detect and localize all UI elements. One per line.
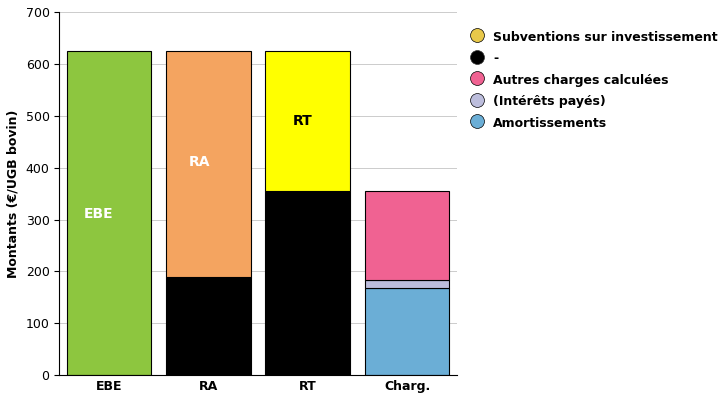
Bar — [265, 191, 350, 375]
Bar — [265, 51, 350, 191]
Y-axis label: Montants (€/UGB bovin): Montants (€/UGB bovin) — [7, 109, 20, 278]
Text: RT: RT — [293, 114, 312, 128]
Bar — [166, 51, 251, 276]
Legend: Subventions sur investissement, -, Autres charges calculées, (Intérêts payés), A: Subventions sur investissement, -, Autre… — [467, 26, 721, 134]
Bar — [67, 51, 151, 375]
Text: EBE: EBE — [84, 207, 114, 221]
Bar — [365, 288, 450, 375]
Bar — [166, 276, 251, 375]
Text: RA: RA — [188, 156, 210, 170]
Bar — [365, 191, 450, 280]
Bar — [365, 280, 450, 288]
